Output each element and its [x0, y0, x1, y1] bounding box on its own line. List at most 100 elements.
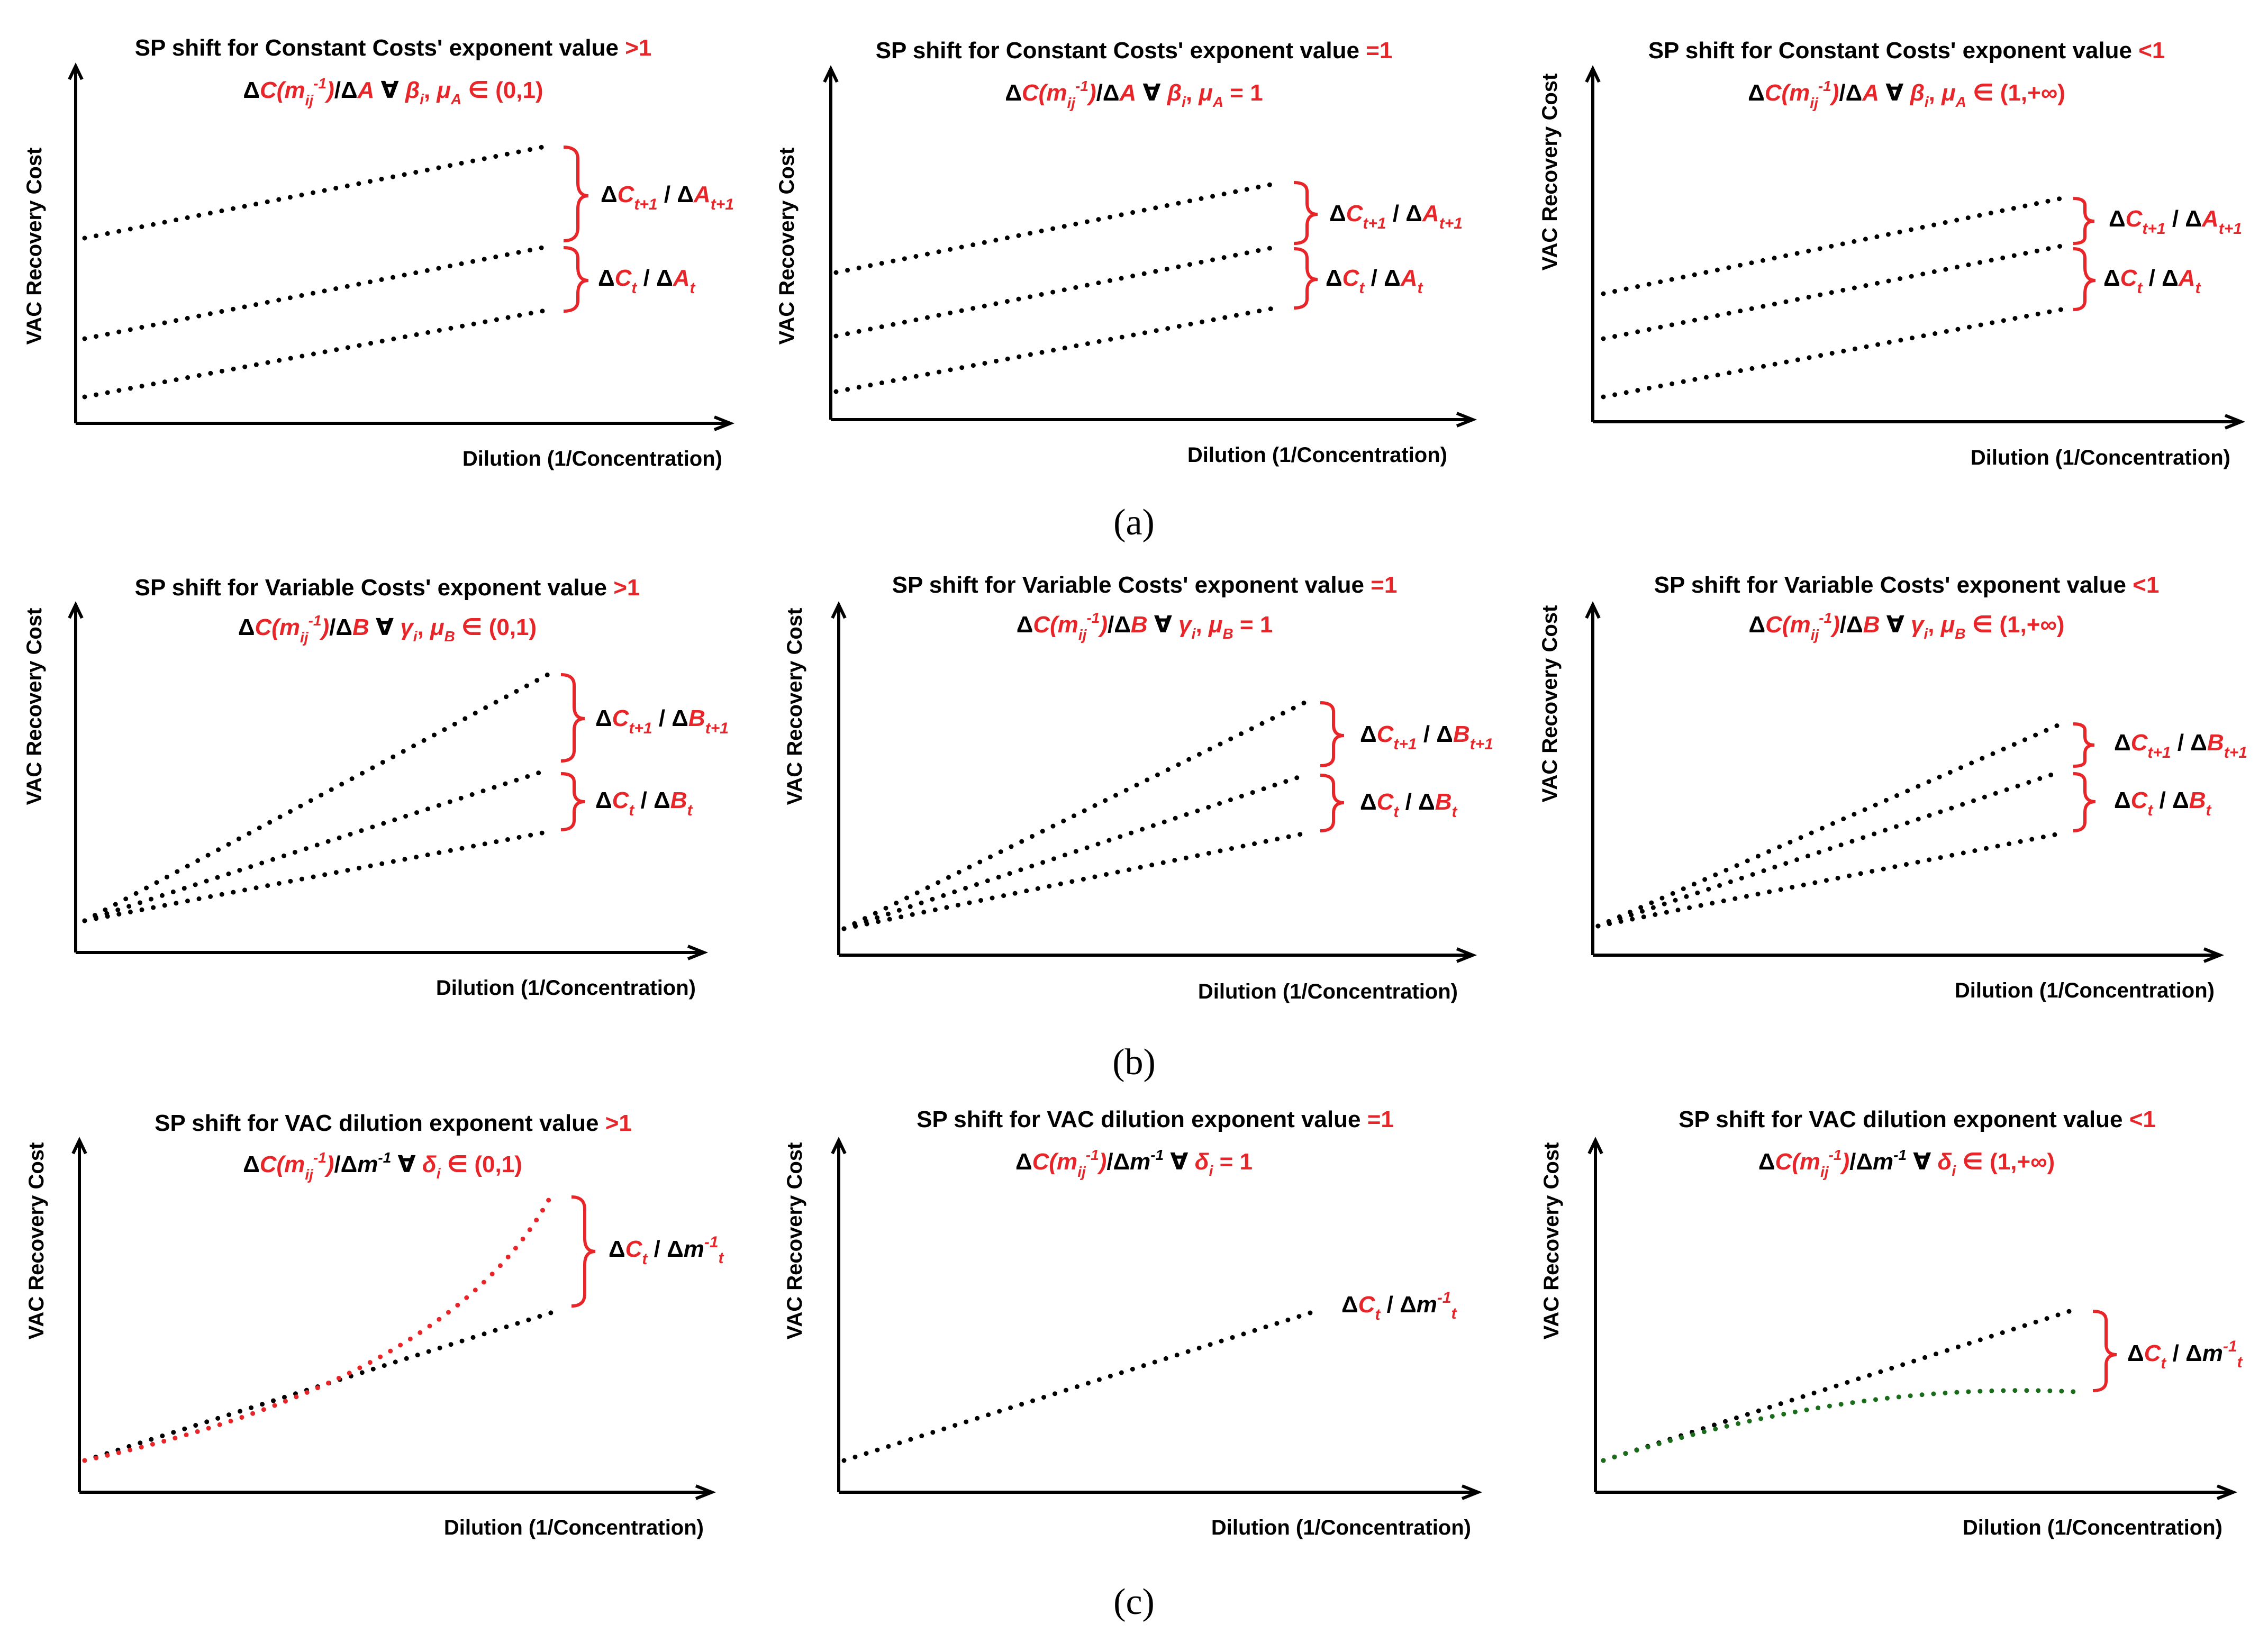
x-axis — [1593, 414, 2246, 430]
brace-upper — [1293, 181, 1318, 245]
caption-c: (c) — [1113, 1582, 1155, 1622]
line-mid — [1595, 769, 2064, 929]
x-axis-label: Dilution (1/Concentration) — [1963, 1516, 2222, 1539]
line-label: ΔCt / Δm-1t — [1341, 1289, 1458, 1323]
brace-single — [571, 1195, 596, 1308]
brace-label-lower: ΔCt / ΔAt — [598, 265, 696, 297]
y-axis — [831, 1137, 847, 1492]
brace-label-lower: ΔCt / ΔBt — [595, 787, 694, 819]
panel-formula: ΔC(mij-1)/ΔB ∀ γi, μB ∈ (0,1) — [238, 612, 537, 646]
y-axis — [831, 601, 847, 955]
y-axis — [68, 62, 84, 423]
x-axis-label: Dilution (1/Concentration) — [444, 1516, 704, 1539]
x-axis-label: Dilution (1/Concentration) — [436, 976, 696, 1000]
line-top — [841, 700, 1307, 931]
line-top — [1595, 721, 2064, 929]
y-axis-label: VAC Recovery Cost — [783, 608, 806, 805]
brace-label-lower: ΔCt / ΔBt — [1360, 789, 1458, 821]
panel-a2: SP shift for Constant Costs' exponent va… — [775, 38, 1477, 467]
x-axis-label: Dilution (1/Concentration) — [462, 447, 722, 470]
panel-formula: ΔC(mij-1)/ΔB ∀ γi, μB = 1 — [1017, 610, 1273, 643]
panel-title: SP shift for VAC dilution exponent value… — [917, 1106, 1394, 1132]
y-axis-label: VAC Recovery Cost — [23, 148, 46, 345]
line-top — [82, 672, 550, 923]
brace-label-upper: ΔCt+1 / ΔBt+1 — [1360, 721, 1493, 753]
brace-upper — [2073, 722, 2095, 768]
brace-label: ΔCt / Δm-1t — [609, 1233, 725, 1268]
panel-a1: SP shift for Constant Costs' exponent va… — [23, 35, 735, 470]
brace-upper — [560, 673, 585, 763]
panel-formula: ΔC(mij-1)/Δm-1 ∀ δi ∈ (1,+∞) — [1758, 1147, 2055, 1180]
panel-title: SP shift for Variable Costs' exponent va… — [892, 572, 1398, 598]
brace-label-upper: ΔCt+1 / ΔBt+1 — [595, 705, 729, 737]
x-axis — [839, 1484, 1483, 1500]
brace-label-lower: ΔCt / ΔBt — [2114, 787, 2212, 819]
brace-lower — [2073, 247, 2096, 311]
y-axis-label: VAC Recovery Cost — [783, 1142, 806, 1340]
line-curve-convex — [82, 1194, 553, 1463]
brace-label-lower: ΔCt / ΔAt — [1326, 265, 1424, 297]
line-mid — [841, 773, 1307, 931]
panel-b1: SP shift for Variable Costs' exponent va… — [23, 575, 729, 1000]
panel-title: SP shift for Variable Costs' exponent va… — [135, 575, 640, 601]
caption-b: (b) — [1112, 1042, 1156, 1083]
panel-title: SP shift for VAC dilution exponent value… — [155, 1110, 632, 1136]
brace-lower — [2073, 772, 2096, 832]
panel-c2: SP shift for VAC dilution exponent value… — [783, 1106, 1483, 1539]
line-mid — [82, 767, 550, 923]
x-axis — [839, 947, 1477, 963]
y-axis — [1587, 1137, 1603, 1492]
panel-a3: SP shift for Constant Costs' exponent va… — [1538, 38, 2246, 469]
line-mid — [1601, 243, 2064, 341]
panel-formula: ΔC(mij-1)/ΔA ∀ βi, μA ∈ (0,1) — [243, 75, 543, 108]
brace-label-upper: ΔCt+1 / ΔAt+1 — [601, 182, 734, 213]
panel-title: SP shift for Variable Costs' exponent va… — [1654, 572, 2160, 598]
y-axis — [68, 601, 84, 952]
brace-lower — [560, 772, 585, 831]
brace-label-lower: ΔCt / ΔAt — [2103, 265, 2202, 297]
x-axis — [1593, 947, 2225, 963]
brace-label: ΔCt / Δm-1t — [2127, 1338, 2244, 1372]
brace-label-upper: ΔCt+1 / ΔBt+1 — [2114, 730, 2247, 761]
panel-formula: ΔC(mij-1)/ΔB ∀ γi, μB ∈ (1,+∞) — [1749, 610, 2065, 643]
line-top — [1601, 196, 2064, 296]
panel-title: SP shift for VAC dilution exponent value… — [1679, 1106, 2156, 1132]
panel-formula: ΔC(mij-1)/ΔA ∀ βi, μA ∈ (1,+∞) — [1748, 78, 2065, 111]
line-top — [82, 143, 553, 241]
y-axis — [1585, 65, 1601, 422]
brace-lower — [1293, 247, 1318, 310]
line-mid — [82, 243, 553, 341]
x-axis-label: Dilution (1/Concentration) — [1198, 980, 1458, 1003]
line-low — [82, 307, 553, 400]
y-axis-label: VAC Recovery Cost — [1540, 1142, 1563, 1340]
x-axis — [831, 412, 1477, 428]
panel-title: SP shift for Constant Costs' exponent va… — [135, 35, 652, 61]
panel-formula: ΔC(mij-1)/Δm-1 ∀ δi = 1 — [1015, 1147, 1253, 1180]
x-axis — [79, 1484, 716, 1500]
line-base — [841, 1307, 1323, 1463]
brace-label-upper: ΔCt+1 / ΔAt+1 — [1329, 201, 1463, 232]
caption-a: (a) — [1113, 502, 1155, 543]
line-low — [1601, 307, 2064, 400]
brace-upper — [1320, 701, 1345, 767]
brace-single — [2092, 1310, 2117, 1392]
panel-title: SP shift for Constant Costs' exponent va… — [1648, 38, 2165, 63]
panel-title: SP shift for Constant Costs' exponent va… — [876, 38, 1393, 63]
x-axis-label: Dilution (1/Concentration) — [1211, 1516, 1471, 1539]
y-axis-label: VAC Recovery Cost — [23, 608, 46, 805]
panel-b2: SP shift for Variable Costs' exponent va… — [783, 572, 1493, 1003]
line-low — [1595, 831, 2064, 929]
y-axis-label: VAC Recovery Cost — [775, 148, 799, 345]
x-axis-label: Dilution (1/Concentration) — [1187, 443, 1447, 467]
line-low — [833, 304, 1283, 394]
line-base — [82, 1309, 558, 1463]
x-axis-label: Dilution (1/Concentration) — [1955, 979, 2215, 1002]
x-axis — [76, 415, 735, 431]
brace-lower — [563, 246, 589, 313]
panel-c1: SP shift for VAC dilution exponent value… — [25, 1110, 725, 1539]
panel-formula: ΔC(mij-1)/ΔA ∀ βi, μA = 1 — [1005, 78, 1263, 111]
x-axis — [76, 945, 709, 960]
panel-formula: ΔC(mij-1)/Δm-1 ∀ δi ∈ (0,1) — [243, 1149, 522, 1183]
y-axis — [823, 65, 839, 420]
